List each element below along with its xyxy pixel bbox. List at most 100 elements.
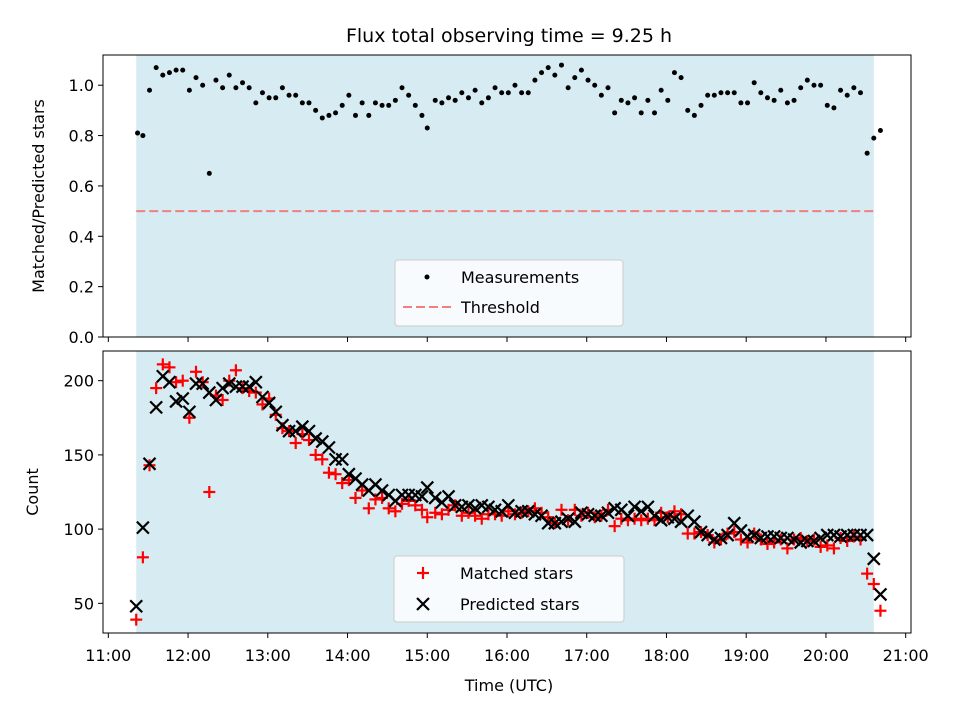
predicted-star-point xyxy=(654,513,668,527)
predicted-star-point xyxy=(567,514,582,529)
bottom-chart-panel: 50 100 150 200 11:00 12:00 13:00 14:00 15:00 16:… xyxy=(23,350,929,695)
measurement-point xyxy=(186,87,192,93)
matched-star-point xyxy=(229,364,242,377)
matched-star-point xyxy=(369,493,382,506)
predicted-star-point xyxy=(561,511,575,526)
matched-star-point xyxy=(316,453,329,466)
matched-star-point xyxy=(150,382,163,395)
measurement-point xyxy=(140,133,146,139)
measurement-point xyxy=(592,82,598,88)
predicted-star-point xyxy=(182,405,197,419)
legend-marker-measurements xyxy=(424,274,430,280)
predicted-star-point xyxy=(420,480,435,495)
measurement-point xyxy=(200,82,206,88)
matched-star-point xyxy=(176,374,189,387)
predicted-star-point xyxy=(621,508,635,523)
measurement-point xyxy=(658,87,664,93)
predicted-star-point xyxy=(601,506,615,520)
measurement-point xyxy=(811,82,817,88)
matched-star-point xyxy=(861,567,874,580)
predicted-star-point xyxy=(627,500,642,514)
predicted-star-point xyxy=(441,489,456,504)
predicted-star-point xyxy=(295,419,310,434)
legend-marker-predicted xyxy=(416,597,430,611)
measurement-point xyxy=(764,95,770,101)
measurement-point xyxy=(745,100,751,106)
predicted-star-point xyxy=(162,375,177,389)
measurement-point xyxy=(180,67,186,73)
legend-label-matched: Matched stars xyxy=(460,564,573,583)
measurement-point xyxy=(299,100,305,106)
predicted-star-point xyxy=(262,396,276,410)
measurement-point xyxy=(798,85,804,91)
measurement-point xyxy=(419,112,425,118)
matched-star-point xyxy=(409,499,422,512)
bottom-xtick-label: 19:00 xyxy=(723,646,769,665)
matched-star-point xyxy=(203,486,216,498)
chart-title: Flux total observing time = 9.25 h xyxy=(346,25,672,47)
predicted-star-point xyxy=(594,508,609,523)
measurement-point xyxy=(173,67,179,73)
predicted-star-point xyxy=(554,514,569,529)
measurement-point xyxy=(851,85,857,91)
predicted-star-point xyxy=(288,424,303,438)
measurement-point xyxy=(625,100,631,106)
measurement-point xyxy=(193,75,199,81)
measurement-point xyxy=(359,100,365,106)
matched-star-point xyxy=(190,365,203,378)
measurement-points xyxy=(135,62,883,176)
measurement-point xyxy=(864,150,870,156)
matched-star-point xyxy=(216,393,229,406)
matched-star-point xyxy=(435,508,448,521)
bottom-ytick-label: 50 xyxy=(74,594,94,613)
matched-star-point xyxy=(867,578,880,591)
measurement-point xyxy=(313,107,319,113)
predicted-star-point xyxy=(375,483,389,498)
measurement-point xyxy=(632,95,638,101)
bottom-legend-box xyxy=(393,555,625,623)
matched-star-point xyxy=(768,536,781,549)
measurement-point xyxy=(333,110,339,116)
predicted-star-point xyxy=(209,393,223,407)
matched-star-point xyxy=(635,514,648,527)
measurement-point xyxy=(379,102,385,108)
measurement-point xyxy=(858,90,863,96)
measurement-point xyxy=(605,85,611,91)
top-legend-box xyxy=(394,259,624,327)
measurement-point xyxy=(585,77,591,83)
predicted-star-point xyxy=(468,501,482,516)
measurement-point xyxy=(286,92,292,98)
predicted-star-point xyxy=(136,520,150,535)
matched-star-point xyxy=(608,520,621,533)
measurement-point xyxy=(731,90,737,96)
predicted-star-point xyxy=(342,467,356,481)
top-ytick-label: 0.8 xyxy=(69,127,94,146)
top-y-ticks: 0.0 0.2 0.4 0.6 0.8 1.0 xyxy=(69,76,103,347)
matched-star-point xyxy=(163,361,176,374)
measurement-point xyxy=(326,112,332,118)
top-ytick-label: 0.4 xyxy=(69,227,94,246)
measurement-point xyxy=(492,85,498,91)
measurement-point xyxy=(871,135,877,141)
predicted-star-point xyxy=(813,531,828,545)
predicted-star-point xyxy=(687,514,702,529)
measurement-point xyxy=(446,95,452,101)
measurement-point xyxy=(472,87,478,93)
measurement-point xyxy=(671,70,677,76)
measurement-point xyxy=(691,112,697,118)
measurement-point xyxy=(838,87,844,93)
measurement-point xyxy=(771,97,777,103)
measurement-point xyxy=(479,100,485,106)
measurement-point xyxy=(259,90,265,96)
legend-label-threshold: Threshold xyxy=(460,298,540,317)
measurement-point xyxy=(339,102,345,108)
measurement-point xyxy=(539,70,545,76)
matched-star-point xyxy=(362,502,375,515)
measurement-point xyxy=(877,128,883,134)
predicted-star-point xyxy=(787,532,801,547)
measurement-point xyxy=(346,92,352,98)
measurement-point xyxy=(718,90,724,96)
matched-star-point xyxy=(455,509,468,522)
measurement-point xyxy=(818,82,824,88)
measurement-point xyxy=(645,97,651,103)
